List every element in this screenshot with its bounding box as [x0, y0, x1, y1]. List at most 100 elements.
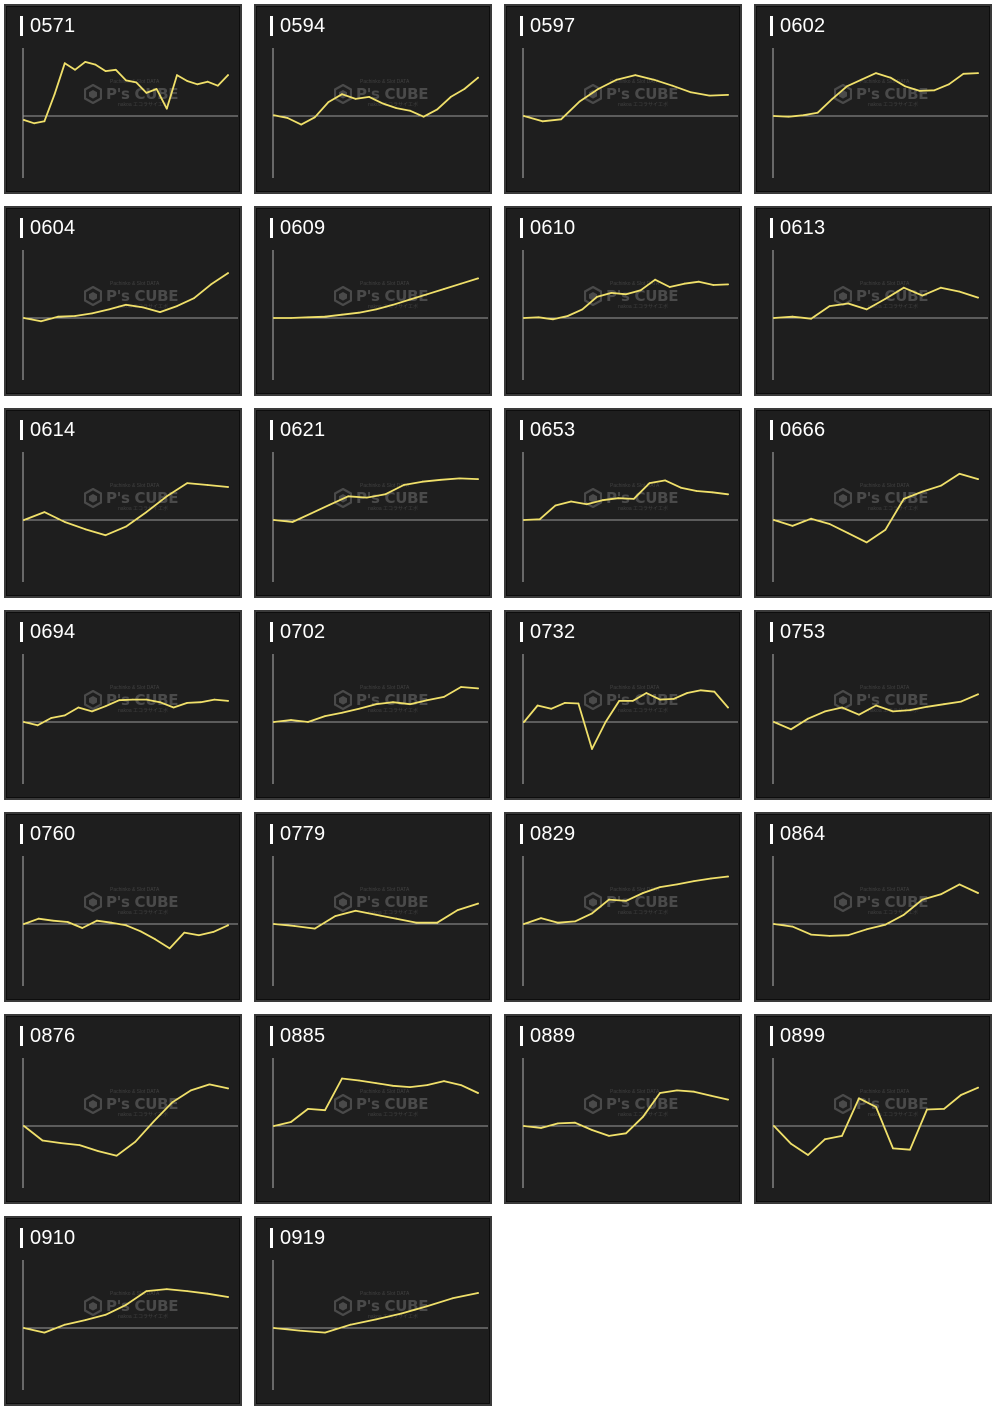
data-point [23, 923, 25, 925]
chart-title: 0702 [280, 621, 326, 643]
data-point [395, 917, 398, 920]
data-point [642, 892, 644, 894]
series-line [273, 477, 479, 523]
data-point [227, 924, 229, 927]
watermark-brand: P's CUBE [856, 489, 929, 507]
cube-logo-core [839, 898, 847, 907]
cube-logo-icon [584, 1094, 602, 1114]
chart-panel: Pachinko & Slot DATA P's CUBE nakoa エコラサイエ… [504, 408, 742, 598]
series-line [523, 278, 729, 321]
title-marker [270, 218, 273, 238]
watermark-tagline: Pachinko & Slot DATA [860, 685, 910, 691]
data-point [477, 687, 479, 690]
data-point [81, 927, 84, 929]
data-point [902, 498, 905, 500]
data-point [426, 1305, 428, 1308]
data-point [884, 529, 887, 531]
line-chart [22, 452, 238, 582]
chart-panel: Pachinko & Slot DATA P's CUBE nakoa エコラサイエ… [754, 4, 992, 194]
line-chart [272, 654, 488, 784]
title-marker [20, 622, 23, 642]
watermark-subline: nakoa エコラサイエボ [368, 910, 418, 916]
data-point [676, 1089, 678, 1092]
data-point [460, 282, 462, 285]
data-point [50, 717, 53, 719]
chart-panel: Pachinko & Slot DATA P's CUBE nakoa エコラサイエ… [4, 4, 242, 194]
watermark-brand: P's CUBE [106, 1297, 179, 1315]
data-point [902, 286, 905, 289]
watermark-subline: nakoa エコラサイエボ [368, 304, 418, 310]
data-point [712, 284, 715, 286]
watermark-tagline: Pachinko & Slot DATA [110, 483, 160, 489]
title-marker [270, 1026, 273, 1046]
watermark-brand: P's CUBE [606, 691, 679, 709]
data-point [145, 698, 148, 701]
data-point [324, 1109, 326, 1112]
data-point [773, 317, 775, 319]
chart-cell: Pachinko & Slot DATA P's CUBE nakoa エコラサイエ… [0, 1212, 250, 1414]
data-point [216, 84, 219, 87]
data-point [91, 312, 93, 315]
chart-title: 0829 [530, 823, 576, 845]
cube-logo-outline [834, 690, 852, 710]
data-point [409, 1086, 411, 1088]
line-chart [522, 48, 738, 178]
data-point [711, 491, 714, 494]
chart-cell: Pachinko & Slot DATA P's CUBE nakoa エコラサイエ… [0, 808, 250, 1010]
cube-logo-icon [334, 892, 352, 912]
cube-logo-outline [834, 84, 852, 104]
watermark-brand: P's CUBE [856, 287, 929, 305]
data-point [415, 921, 418, 924]
data-point [977, 478, 979, 480]
data-point [477, 1292, 479, 1294]
data-point [104, 534, 107, 537]
watermark-brand: P's CUBE [606, 893, 679, 911]
data-point [426, 1084, 428, 1086]
data-point [698, 280, 700, 283]
data-point [358, 311, 360, 314]
data-point [581, 308, 584, 311]
data-point [810, 317, 812, 320]
data-point [125, 79, 127, 82]
watermark: Pachinko & Slot DATA P's CUBE nakoa エコラサイエ… [84, 1292, 179, 1322]
chart-title: 0666 [780, 419, 826, 441]
data-point [118, 699, 121, 702]
data-point [52, 919, 54, 922]
watermark-subline: nakoa エコラサイエボ [118, 102, 168, 108]
data-point [824, 710, 826, 713]
watermark: Pachinko & Slot DATA P's CUBE nakoa エコラサイエ… [334, 1292, 429, 1322]
data-point [642, 1115, 644, 1118]
chart-panel: Pachinko & Slot DATA P's CUBE nakoa エコラサイエ… [504, 610, 742, 800]
series-line [23, 698, 229, 727]
data-point [773, 115, 775, 117]
watermark: Pachinko & Slot DATA P's CUBE nakoa エコラサイエ… [584, 1090, 679, 1120]
watermark-subline: nakoa エコラサイエボ [618, 1112, 668, 1118]
data-point [155, 88, 158, 90]
data-point [523, 115, 525, 117]
series-line [523, 74, 729, 123]
chart-title: 0919 [280, 1227, 326, 1249]
watermark-subline: nakoa エコラサイエボ [868, 506, 918, 512]
chart-title: 0876 [30, 1025, 76, 1047]
line-chart [522, 452, 738, 582]
data-point [858, 713, 860, 716]
data-point [327, 101, 330, 103]
watermark: Pachinko & Slot DATA P's CUBE nakoa エコラサイエ… [834, 80, 929, 110]
data-point [828, 935, 831, 937]
cube-logo-outline [84, 286, 102, 306]
data-point [186, 1290, 189, 1292]
data-point [557, 1122, 559, 1125]
cube-logo-outline [584, 690, 602, 710]
data-point [298, 1329, 301, 1332]
data-point [960, 700, 962, 703]
data-point [940, 286, 942, 289]
data-point [159, 701, 161, 704]
title-marker [520, 1026, 523, 1046]
series-line [523, 689, 729, 750]
data-point [300, 123, 303, 126]
line-chart [272, 1058, 488, 1188]
cube-logo-icon [834, 690, 852, 710]
data-point [152, 1120, 155, 1123]
title-marker [270, 1228, 273, 1248]
watermark-tagline: Pachinko & Slot DATA [860, 887, 910, 893]
